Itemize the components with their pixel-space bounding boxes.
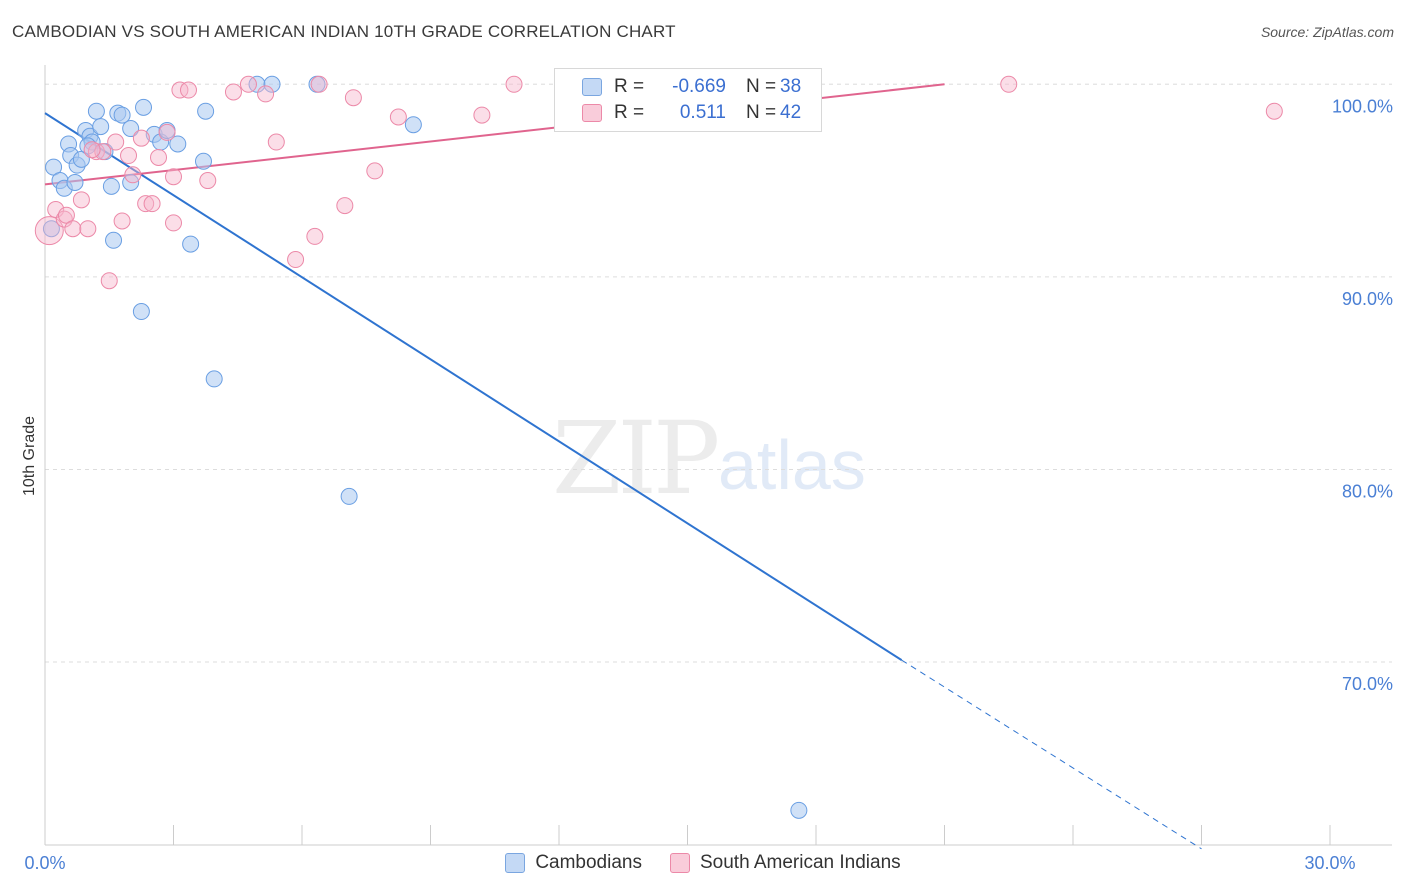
legend-label-south-american-indians: South American Indians	[699, 852, 901, 873]
legend-r-value: 0.511	[679, 102, 726, 123]
legend-n-value: 42	[780, 102, 802, 123]
point-cambodians	[263, 75, 281, 93]
legend-n-label: N =	[746, 76, 777, 97]
legend-swatch-south-american-indians	[669, 853, 690, 873]
point-south-american-indians	[310, 75, 328, 93]
trend-line-cambodians	[44, 112, 903, 661]
point-south-american-indians	[224, 83, 242, 101]
point-south-american-indians	[72, 191, 90, 209]
point-south-american-indians	[107, 133, 125, 151]
point-south-american-indians	[113, 212, 131, 230]
point-cambodians	[205, 370, 223, 388]
point-south-american-indians	[87, 143, 105, 161]
trend-line-cambodians-extrapolated	[901, 659, 1202, 850]
trend-lines	[44, 83, 1202, 850]
legend-r-value: -0.669	[672, 76, 726, 97]
legend-label-cambodians: Cambodians	[535, 852, 642, 873]
legend-swatch-south-american-indians	[582, 104, 602, 122]
watermark-zip: ZIP	[552, 400, 720, 517]
point-cambodians	[42, 220, 60, 238]
point-south-american-indians	[199, 172, 217, 190]
point-cambodians	[340, 487, 358, 505]
point-cambodians	[113, 106, 131, 124]
point-south-american-indians	[344, 89, 362, 107]
point-south-american-indians	[257, 85, 275, 103]
point-south-american-indians	[336, 197, 354, 215]
legend-n-value: 38	[780, 76, 802, 97]
point-south-american-indians	[179, 81, 197, 99]
point-cambodians	[105, 231, 123, 249]
tick-labels: 70.0% 80.0% 90.0% 100.0% 0.0% 30.0%	[24, 96, 1393, 873]
point-south-american-indians	[287, 251, 305, 269]
point-south-american-indians	[143, 195, 161, 213]
y-axis-label: 10th Grade	[21, 416, 38, 496]
point-cambodians	[182, 235, 200, 253]
point-south-american-indians	[150, 148, 168, 166]
series-legend: Cambodians South American Indians	[0, 852, 1406, 874]
point-south-american-indians	[47, 200, 65, 218]
point-south-american-indians	[94, 143, 112, 161]
point-south-american-indians	[267, 133, 285, 151]
watermark-atlas: atlas	[718, 426, 866, 504]
point-cambodians	[102, 177, 120, 195]
legend-row-south-american-indians: R = 0.511 N = 42	[555, 100, 801, 126]
x-tick-label: 0.0%	[24, 853, 65, 873]
point-cambodians	[194, 152, 212, 170]
data-points	[34, 75, 1283, 819]
point-south-american-indians	[1000, 75, 1018, 93]
grid-lines	[45, 83, 1392, 663]
y-tick-label: 70.0%	[1342, 674, 1393, 694]
point-south-american-indians	[473, 106, 491, 124]
x-tick-label: 30.0%	[1304, 853, 1355, 873]
point-cambodians	[404, 116, 422, 134]
legend-item-cambodians[interactable]: Cambodians	[505, 852, 642, 874]
point-south-american-indians	[64, 220, 82, 238]
legend-swatch-cambodians	[505, 853, 526, 873]
point-south-american-indians	[83, 141, 101, 159]
legend-item-south-american-indians[interactable]: South American Indians	[669, 852, 901, 874]
point-cambodians	[92, 118, 110, 136]
source-label: Source: ZipAtlas.com	[1260, 24, 1394, 40]
point-south-american-indians	[239, 75, 257, 93]
point-cambodians	[132, 303, 150, 321]
point-cambodians	[122, 120, 140, 138]
legend-r-label: R =	[614, 102, 645, 123]
point-south-american-indians	[1265, 102, 1283, 120]
point-south-american-indians	[306, 227, 324, 245]
legend-swatch-cambodians	[582, 78, 602, 96]
point-cambodians	[87, 102, 105, 120]
point-cambodians	[135, 98, 153, 116]
point-south-american-indians	[137, 195, 155, 213]
legend-row-cambodians: R = -0.669 N = 38	[555, 74, 801, 100]
point-south-american-indians	[505, 75, 523, 93]
point-south-american-indians	[124, 166, 142, 184]
y-tick-label: 100.0%	[1332, 96, 1393, 116]
point-south-american-indians	[79, 220, 97, 238]
axes	[44, 65, 1392, 846]
legend-r-label: R =	[614, 76, 645, 97]
point-cambodians	[197, 102, 215, 120]
y-tick-label: 90.0%	[1342, 289, 1393, 309]
point-south-american-indians	[158, 123, 176, 141]
point-south-american-indians	[366, 162, 384, 180]
point-cambodians	[66, 173, 84, 191]
point-south-american-indians	[132, 129, 150, 147]
legend-n-label: N =	[746, 102, 777, 123]
correlation-legend: R = -0.669 N = 38 R = 0.511 N = 42	[554, 68, 822, 132]
point-south-american-indians	[389, 108, 407, 126]
y-tick-label: 80.0%	[1342, 481, 1393, 501]
point-south-american-indians	[120, 147, 138, 165]
chart-title: CAMBODIAN VS SOUTH AMERICAN INDIAN 10TH …	[12, 22, 676, 41]
point-south-american-indians	[171, 81, 189, 99]
point-south-american-indians	[34, 216, 64, 246]
point-south-american-indians	[100, 272, 118, 290]
point-south-american-indians	[165, 214, 182, 232]
point-cambodians	[169, 135, 187, 153]
point-cambodians	[790, 801, 808, 819]
point-south-american-indians	[165, 168, 182, 186]
